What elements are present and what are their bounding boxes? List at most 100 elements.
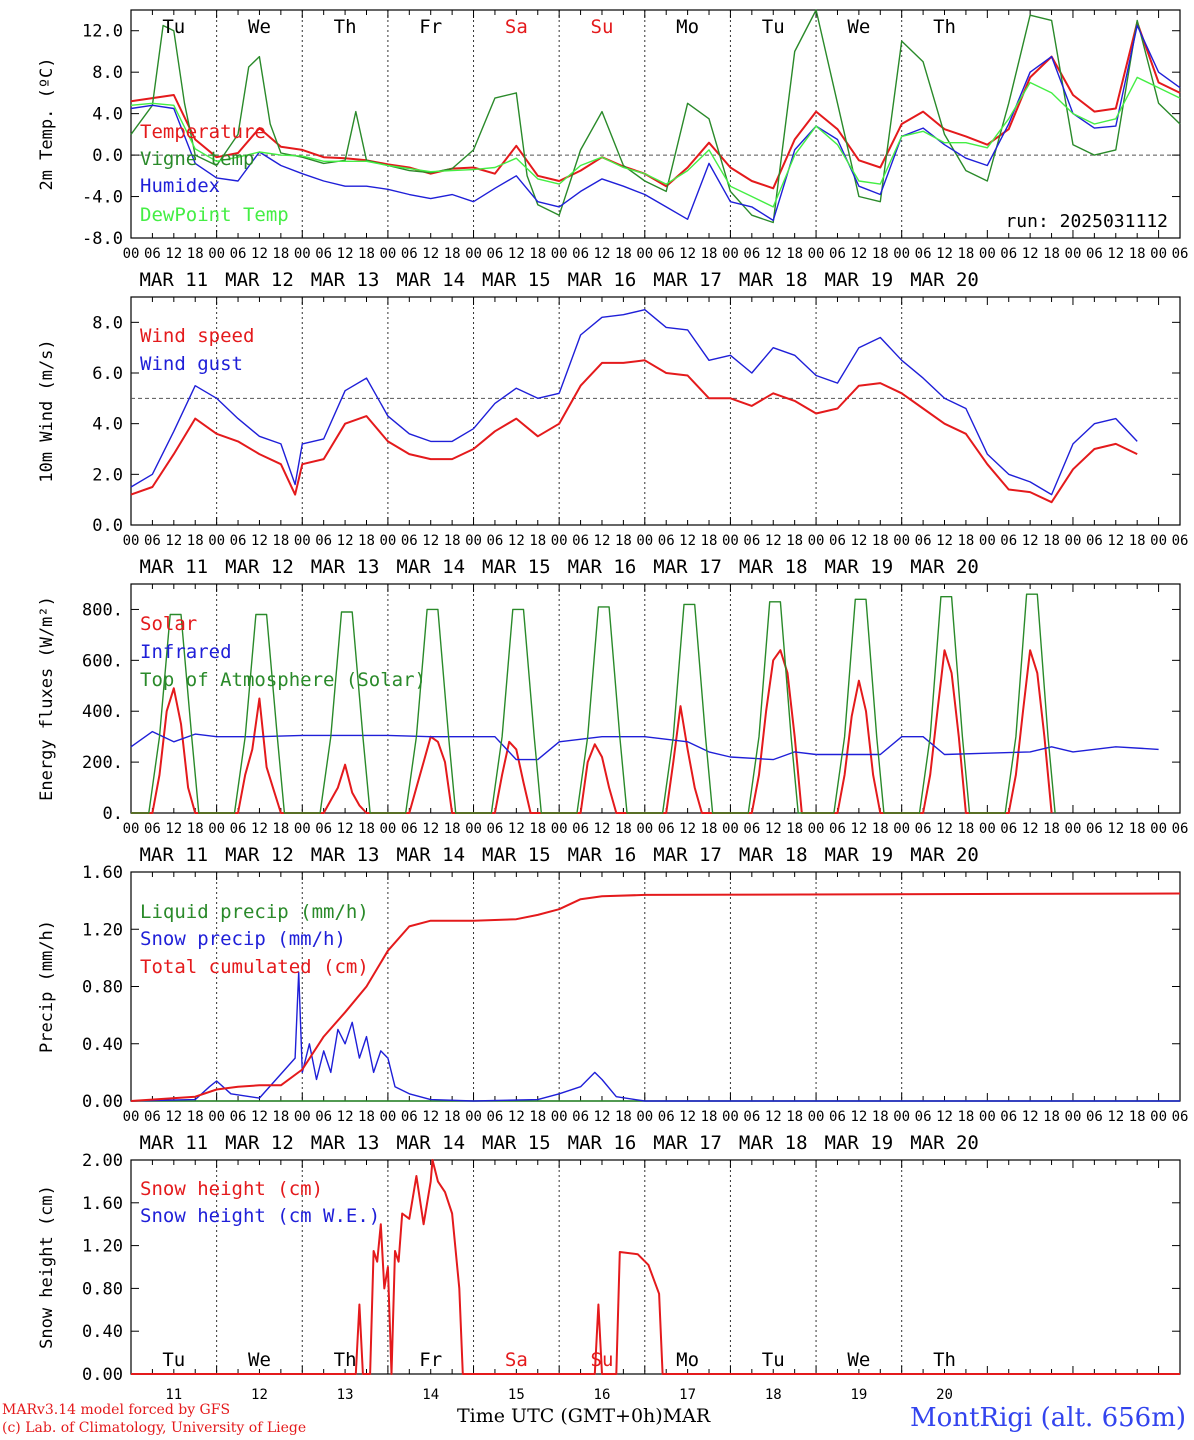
y-tick-label: -4.0 [82, 188, 123, 208]
hour-tick-label: 06 [144, 1109, 161, 1125]
hour-tick-label: 00 [1065, 246, 1082, 262]
y-tick-label: 8.0 [92, 63, 123, 83]
hour-tick-label: 18 [1129, 533, 1146, 549]
hour-tick-label: 12 [936, 533, 953, 549]
panel-3: 0. 200. 400. 600. 800. Energy fluxes (W/m²) So… [37, 583, 1188, 866]
date-label: MAR 13 [311, 556, 380, 578]
hour-tick-label: 12 [508, 533, 525, 549]
station-title: MontRigi (alt. 656m) [910, 1403, 1186, 1433]
hour-tick-label: 06 [1086, 246, 1103, 262]
date-label: MAR 17 [653, 1132, 722, 1154]
plot-frame [130, 1159, 1181, 1375]
weekday-label: Fr [419, 1349, 442, 1371]
model-text: MARv3.14 model forced by GFS [2, 1402, 231, 1418]
hour-tick-label: 12 [936, 821, 953, 837]
hour-tick-label: 06 [829, 533, 846, 549]
y-tick-label: 12.0 [82, 22, 123, 42]
date-label: MAR 20 [910, 269, 979, 291]
weekday-label: Th [933, 1349, 956, 1371]
date-label: MAR 19 [825, 844, 894, 866]
hour-tick-label: 00 [808, 1109, 825, 1125]
y-tick-label: 200. [82, 753, 123, 773]
run-annotation: run: 2025031112 [1005, 211, 1168, 232]
hour-tick-label: 06 [572, 821, 589, 837]
y-axis-label: Energy fluxes (W/m²) [37, 596, 57, 801]
hour-tick-label: 00 [551, 533, 568, 549]
hour-tick-label: 06 [658, 533, 675, 549]
hour-tick-label: 18 [272, 1109, 289, 1125]
hour-tick-label: 00 [123, 533, 140, 549]
hour-tick-label: 00 [208, 1109, 225, 1125]
hour-tick-label: 00 [1150, 1109, 1167, 1125]
hour-tick-label: 00 [636, 246, 653, 262]
hour-tick-label: 12 [850, 533, 867, 549]
hour-tick-label: 00 [636, 821, 653, 837]
y-tick-label: 2.00 [82, 1151, 123, 1171]
hour-tick-label: 06 [829, 821, 846, 837]
hour-tick-label: 12 [337, 821, 354, 837]
hour-tick-label: 18 [786, 1109, 803, 1125]
hour-tick-label: 12 [1022, 246, 1039, 262]
model-credit-block: MARv3.14 model forced by GFS (c) Lab. of… [2, 1401, 306, 1437]
hour-tick-label: 12 [337, 533, 354, 549]
hour-tick-label: 18 [957, 533, 974, 549]
hour-tick-label: 00 [808, 533, 825, 549]
hour-tick-label: 18 [615, 1109, 632, 1125]
x-axis-label: Time UTC (GMT+0h)MAR [457, 1405, 710, 1427]
hour-tick-label: 00 [208, 533, 225, 549]
panel-5: 0.00 0.40 0.80 1.20 1.60 2.00 Snow height (cm)… [37, 1151, 1181, 1403]
hour-tick-label: 12 [765, 1109, 782, 1125]
hour-tick-label: 18 [187, 246, 204, 262]
hour-tick-label: 00 [465, 821, 482, 837]
y-tick-label: 400. [82, 702, 123, 722]
hour-tick-label: 18 [872, 533, 889, 549]
x-axis-month: MAR [662, 1405, 711, 1427]
hour-tick-label: 12 [165, 1109, 182, 1125]
hour-tick-label: 00 [551, 821, 568, 837]
hour-tick-label: 00 [465, 533, 482, 549]
hour-tick-label: 12 [594, 533, 611, 549]
hour-tick-label: 00 [979, 533, 996, 549]
y-tick-label: -8.0 [82, 229, 123, 249]
hour-tick-label: 18 [272, 246, 289, 262]
hour-tick-label: 18 [1129, 821, 1146, 837]
date-label: MAR 20 [910, 1132, 979, 1154]
hour-tick-label: 18 [786, 821, 803, 837]
hour-tick-label: 18 [529, 821, 546, 837]
day-number-label: 18 [765, 1387, 782, 1403]
series-line-solar [131, 649, 1053, 814]
day-number-label: 19 [850, 1387, 867, 1403]
hour-tick-label: 06 [1086, 533, 1103, 549]
hour-tick-label: 00 [294, 246, 311, 262]
series-line-humidex [130, 24, 1181, 222]
date-label: MAR 12 [225, 844, 294, 866]
date-label: MAR 17 [653, 844, 722, 866]
weekday-label: Tu [162, 1349, 185, 1371]
hour-tick-label: 00 [1150, 821, 1167, 837]
series-line-total-cumulated-cm- [130, 892, 1181, 1102]
hour-tick-label: 06 [829, 1109, 846, 1125]
hour-tick-label: 00 [722, 1109, 739, 1125]
hour-tick-label: 18 [615, 246, 632, 262]
hour-tick-label: 12 [337, 1109, 354, 1125]
hour-tick-label: 06 [658, 821, 675, 837]
y-axis-label: 2m Temp. (ºC) [37, 57, 57, 190]
weekday-label: Tu [762, 16, 785, 38]
hour-tick-label: 00 [1065, 1109, 1082, 1125]
panel-2: 0.0 2.0 4.0 6.0 8.0 10m Wind (m/s) Wind speed W… [37, 296, 1188, 578]
hour-tick-label: 18 [786, 533, 803, 549]
hour-tick-label: 00 [893, 821, 910, 837]
weekday-label: We [248, 16, 271, 38]
date-label: MAR 18 [739, 556, 808, 578]
y-tick-label: 0.0 [92, 146, 123, 166]
legend-entry: Wind gust [140, 353, 243, 375]
hour-tick-label: 12 [251, 821, 268, 837]
legend-entry: Humidex [140, 175, 220, 197]
y-tick-label: 600. [82, 651, 123, 671]
legend-entry: Temperature [140, 121, 266, 143]
day-number-label: 11 [165, 1387, 182, 1403]
weekday-label: Sa [505, 16, 528, 38]
legend-entry: Snow height (cm W.E.) [140, 1205, 380, 1227]
weekday-label: Mo [676, 16, 699, 38]
